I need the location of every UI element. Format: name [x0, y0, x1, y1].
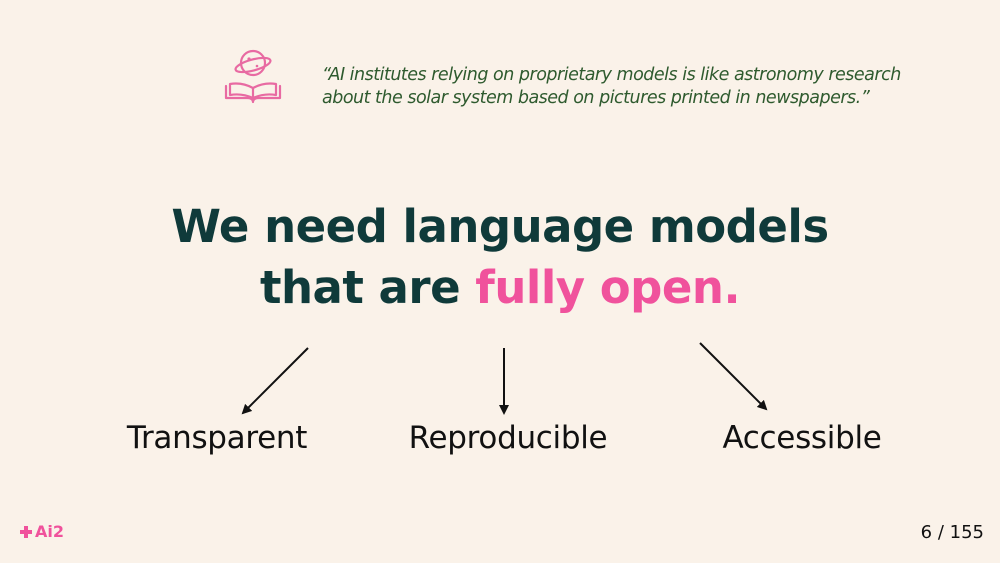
ai2-logo: Ai2 — [20, 522, 64, 541]
headline-prefix: that are — [259, 261, 476, 314]
headline: We need language models that are fully o… — [0, 196, 1000, 318]
label-transparent: Transparent — [126, 420, 308, 456]
headline-accent: fully open. — [475, 261, 741, 314]
headline-line-1: We need language models — [171, 200, 829, 253]
quote-line-1: “AI institutes relying on proprietary mo… — [322, 65, 901, 85]
quote-line-2: about the solar system based on pictures… — [322, 88, 870, 108]
logo-text: Ai2 — [35, 522, 64, 541]
ai2-logo-icon — [20, 525, 32, 538]
headline-line-2: that are fully open. — [0, 257, 1000, 318]
quote: “AI institutes relying on proprietary mo… — [322, 64, 962, 110]
planet-book-icon — [224, 49, 282, 104]
arrow-accessible — [699, 342, 768, 411]
label-accessible: Accessible — [722, 420, 882, 456]
label-reproducible: Reproducible — [408, 420, 608, 456]
arrow-transparent — [241, 347, 309, 415]
page-indicator: 6 / 155 — [920, 522, 984, 543]
